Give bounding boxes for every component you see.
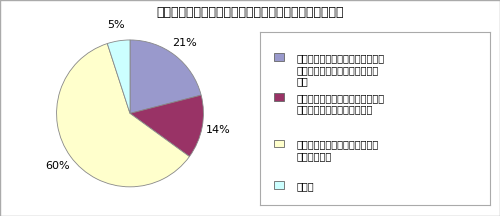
Bar (274, 140, 284, 147)
Wedge shape (130, 40, 201, 113)
Text: 庁内外の会議等におけるペットボトル飲料等の配布状況: 庁内外の会議等におけるペットボトル飲料等の配布状況 (156, 6, 344, 19)
Wedge shape (56, 44, 190, 187)
Bar (274, 53, 284, 61)
Wedge shape (108, 40, 130, 113)
Text: 14%: 14% (206, 125, 231, 135)
Bar (274, 181, 284, 189)
Bar (274, 93, 284, 101)
Text: その他: その他 (297, 181, 314, 191)
Text: ペットボトル等は配布せず、湯呑
み等で飲料を提供している。: ペットボトル等は配布せず、湯呑 み等で飲料を提供している。 (297, 93, 385, 114)
Wedge shape (130, 95, 204, 157)
Text: 基本的に飲料の提供そのものを
していない。: 基本的に飲料の提供そのものを していない。 (297, 140, 379, 161)
Text: 60%: 60% (45, 161, 70, 171)
Text: 21%: 21% (172, 38, 198, 48)
Text: 5%: 5% (107, 20, 125, 30)
Text: ペットボトルや紙コップ等のワン
ウェイ容器で飲料を提供してい
る。: ペットボトルや紙コップ等のワン ウェイ容器で飲料を提供してい る。 (297, 53, 385, 86)
